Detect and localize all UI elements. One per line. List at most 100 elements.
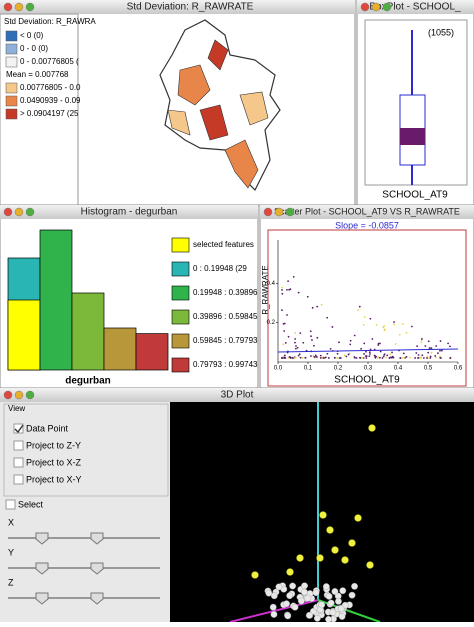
option-label: Project to X-Y bbox=[26, 474, 82, 484]
scatter-point bbox=[287, 335, 290, 338]
window-button[interactable] bbox=[14, 390, 24, 400]
checkbox[interactable] bbox=[13, 474, 24, 485]
checkbox[interactable] bbox=[13, 457, 24, 468]
scatter-point bbox=[439, 355, 441, 358]
scatter-point bbox=[421, 354, 424, 357]
axis-label: Z bbox=[8, 577, 14, 587]
window-button[interactable] bbox=[3, 207, 13, 217]
scatter-point bbox=[294, 332, 297, 334]
sphere bbox=[305, 611, 313, 619]
window-button[interactable] bbox=[25, 207, 35, 217]
sphere bbox=[325, 592, 333, 600]
scatter-point bbox=[287, 357, 290, 359]
scatter-point bbox=[391, 351, 393, 354]
window-button[interactable] bbox=[371, 2, 381, 12]
scatter-point bbox=[434, 356, 437, 359]
window-button[interactable] bbox=[3, 390, 13, 400]
scatter-point bbox=[403, 356, 405, 359]
scatter-point bbox=[326, 352, 329, 355]
scatter-point bbox=[368, 351, 371, 354]
scatter-point bbox=[402, 352, 405, 355]
scatter-point bbox=[294, 341, 296, 344]
checkbox[interactable] bbox=[5, 499, 16, 510]
scatter-point bbox=[382, 355, 385, 358]
window-button[interactable] bbox=[14, 207, 24, 217]
sphere bbox=[304, 594, 312, 602]
scatter-point bbox=[301, 356, 304, 359]
scatter-point bbox=[311, 339, 313, 341]
slider-thumb[interactable] bbox=[35, 562, 49, 575]
window-button[interactable] bbox=[360, 2, 370, 12]
slider-thumb[interactable] bbox=[90, 562, 104, 575]
window-button[interactable] bbox=[25, 2, 35, 12]
window-button[interactable] bbox=[25, 390, 35, 400]
bar bbox=[103, 327, 137, 371]
window-button[interactable] bbox=[274, 207, 284, 217]
plot-frame bbox=[364, 19, 468, 186]
checkbox[interactable] bbox=[13, 440, 24, 451]
slider-thumb[interactable] bbox=[35, 532, 49, 545]
sphere bbox=[316, 554, 324, 562]
legend-label: selected features bbox=[193, 240, 254, 249]
scatter-point bbox=[427, 340, 430, 343]
legend-swatch bbox=[5, 108, 18, 120]
title-bar bbox=[0, 205, 258, 219]
scatter-point bbox=[426, 357, 428, 359]
scatter-point bbox=[327, 357, 330, 359]
slider-thumb[interactable] bbox=[90, 532, 104, 545]
scatter-point bbox=[295, 345, 297, 347]
scatter-point bbox=[389, 353, 392, 356]
option-label: Project to Z-Y bbox=[26, 440, 81, 450]
window-title: 3D Plot bbox=[221, 390, 254, 401]
scatter-point bbox=[297, 291, 300, 294]
scatter-point bbox=[428, 347, 431, 349]
scatter-point bbox=[375, 355, 377, 358]
scatter-point bbox=[315, 355, 317, 358]
scatter-point bbox=[417, 354, 420, 356]
window-button[interactable] bbox=[382, 2, 392, 12]
scatter-point bbox=[379, 350, 382, 353]
sphere bbox=[326, 526, 334, 534]
sphere bbox=[331, 588, 339, 595]
sphere bbox=[331, 546, 339, 554]
scatter-point bbox=[293, 357, 296, 359]
scatter-point bbox=[359, 356, 362, 359]
outlier-label: (1055) bbox=[428, 27, 454, 37]
scatter-point bbox=[392, 356, 395, 359]
scatter-point bbox=[441, 349, 443, 352]
slider-thumb[interactable] bbox=[90, 592, 104, 605]
slider-thumb[interactable] bbox=[35, 592, 49, 605]
scatter-point bbox=[400, 357, 403, 359]
scatter-point bbox=[281, 292, 284, 295]
window-button[interactable] bbox=[14, 2, 24, 12]
window-button[interactable] bbox=[285, 207, 295, 217]
sphere bbox=[313, 614, 321, 622]
scatter-point bbox=[420, 338, 423, 340]
scatter-point bbox=[363, 342, 366, 345]
bar bbox=[39, 229, 73, 371]
scatter-point bbox=[447, 342, 449, 345]
scatter-point bbox=[430, 351, 433, 354]
median-block bbox=[400, 128, 425, 145]
window-button[interactable] bbox=[3, 2, 13, 12]
scatter-point bbox=[338, 341, 340, 344]
scatter-point bbox=[355, 357, 358, 359]
sphere bbox=[301, 582, 308, 590]
scatter-point bbox=[309, 330, 312, 333]
window-button[interactable] bbox=[263, 207, 273, 217]
scatter-point bbox=[435, 345, 438, 347]
scatter-point bbox=[362, 324, 365, 326]
checkbox[interactable] bbox=[13, 423, 24, 434]
legend-swatch bbox=[5, 95, 18, 107]
scatter-point bbox=[388, 357, 391, 359]
scatter-point bbox=[371, 338, 374, 340]
scatter-point bbox=[439, 356, 442, 359]
scatter-point bbox=[416, 345, 419, 348]
scatter-point bbox=[439, 340, 442, 342]
sphere bbox=[348, 591, 356, 599]
scatter-point bbox=[410, 325, 413, 328]
scatter-point bbox=[296, 346, 299, 349]
bar bbox=[135, 333, 169, 371]
scatter-point bbox=[429, 355, 432, 358]
scatter-point bbox=[299, 356, 302, 359]
